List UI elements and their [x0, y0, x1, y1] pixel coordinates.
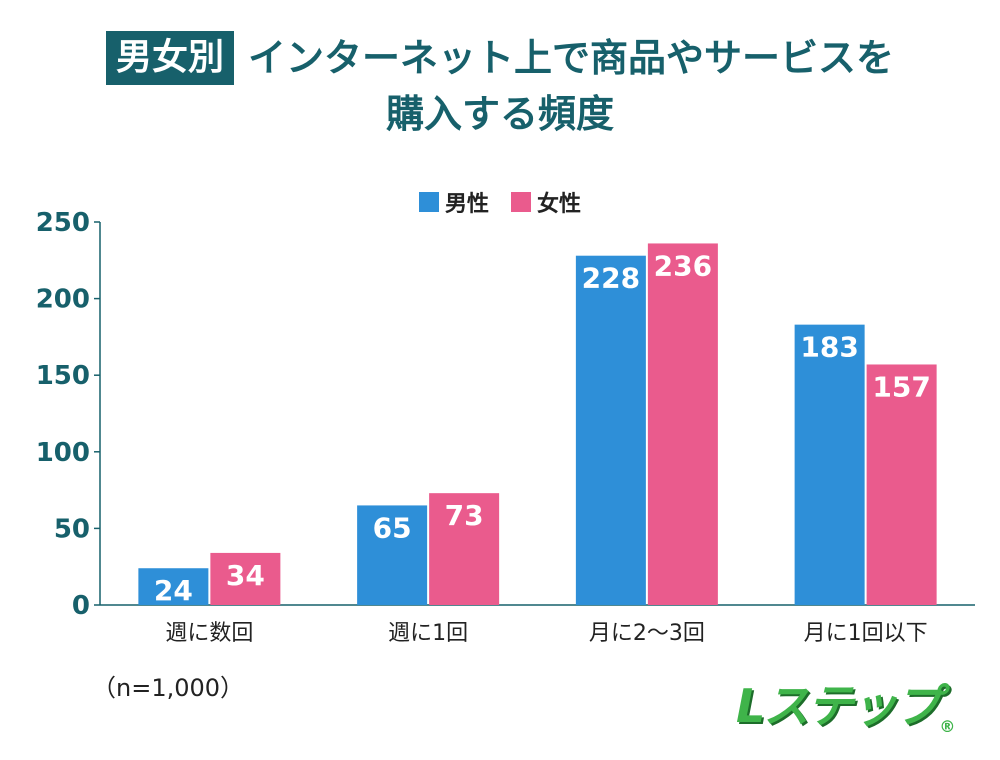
- legend-item-female: 女性: [511, 186, 581, 218]
- bar-female: [866, 364, 937, 605]
- y-tick-label: 50: [54, 514, 90, 544]
- bar-female: [647, 243, 718, 605]
- bar-female: [210, 552, 281, 605]
- sample-size-note: （n=1,000）: [92, 674, 245, 702]
- title-line-1: インターネット上で商品やサービスを: [248, 36, 895, 80]
- y-tick-label: 0: [72, 591, 90, 621]
- bar-female: [429, 493, 500, 605]
- bar-value-label: 73: [445, 499, 484, 532]
- bar-value-label: 183: [800, 331, 858, 364]
- bar-male: [575, 255, 646, 606]
- brand-logo: Lステップ®: [736, 670, 955, 736]
- bar-value-label: 236: [654, 249, 712, 282]
- bar-male: [794, 324, 865, 605]
- bar-male: [357, 505, 428, 605]
- bar-male: [138, 568, 209, 605]
- x-tick-label: 月に1回以下: [804, 621, 928, 646]
- bar-value-label: 34: [226, 559, 265, 592]
- legend-swatch-male: [418, 192, 439, 212]
- legend-item-male: 男性: [418, 186, 489, 218]
- legend-swatch-female: [511, 192, 531, 212]
- y-tick-label: 200: [36, 285, 90, 315]
- legend-label-female: 女性: [537, 192, 582, 217]
- y-tick-label: 100: [36, 438, 90, 468]
- title-tag: 男女別: [105, 31, 234, 85]
- bar-value-label: 24: [154, 574, 193, 607]
- x-tick-label: 週に数回: [165, 621, 253, 646]
- bar-value-label: 157: [872, 370, 930, 403]
- chart-title: 男女別 インターネット上で商品やサービスを 購入する頻度: [0, 30, 1000, 142]
- registered-mark: ®: [939, 717, 955, 736]
- x-tick-label: 月に2〜3回: [589, 621, 705, 646]
- y-tick-label: 250: [36, 208, 90, 238]
- brand-logo-text: Lステップ: [736, 679, 941, 733]
- title-line-2: 購入する頻度: [385, 92, 614, 136]
- bar-value-label: 228: [582, 262, 640, 295]
- x-tick-label: 週に1回: [388, 621, 468, 646]
- legend: 男性 女性: [0, 186, 1000, 218]
- legend-label-male: 男性: [444, 192, 489, 217]
- y-tick-label: 150: [36, 361, 90, 391]
- bar-value-label: 65: [373, 511, 412, 544]
